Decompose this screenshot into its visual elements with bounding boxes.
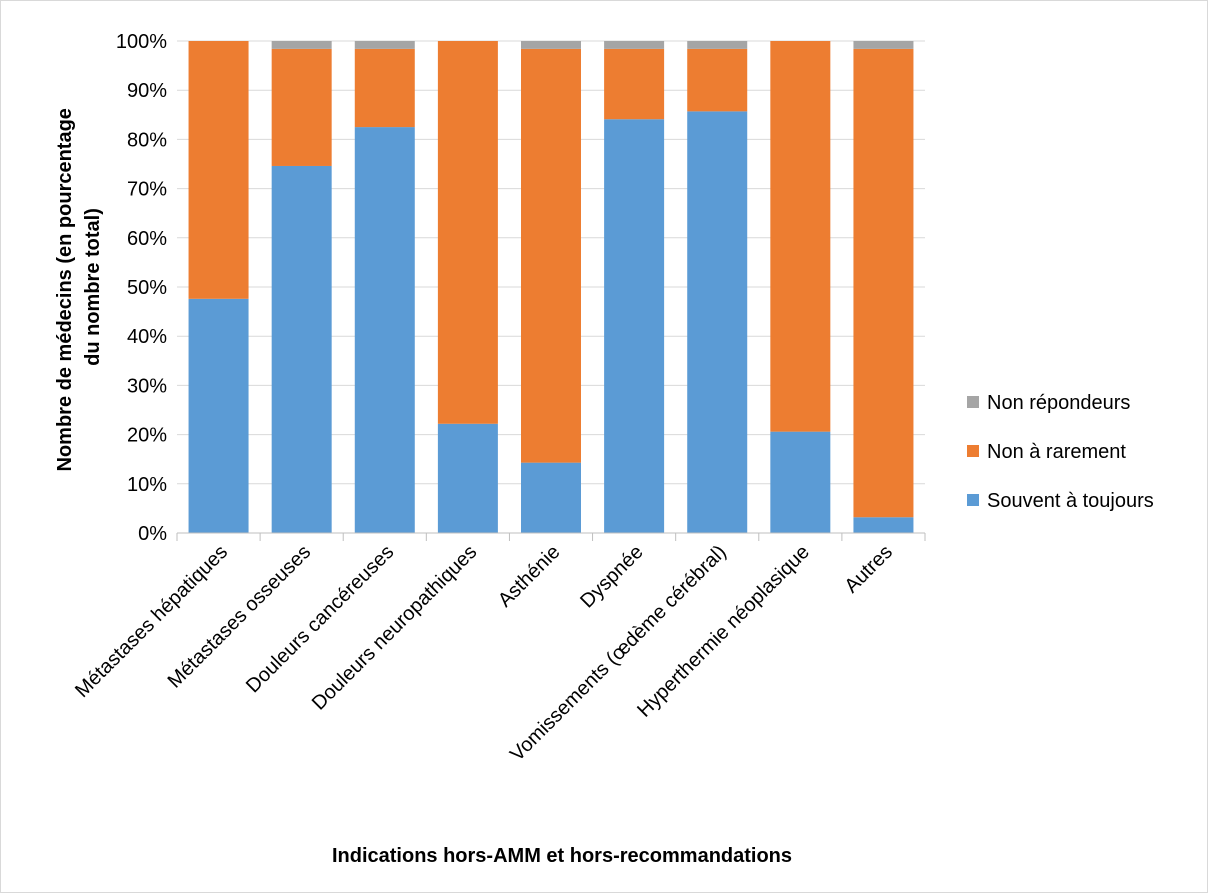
bar-segment xyxy=(604,41,665,49)
y-tick-label: 50% xyxy=(127,277,167,299)
y-tick-label: 90% xyxy=(127,80,167,102)
bar-segment xyxy=(437,41,498,424)
y-tick-label: 70% xyxy=(127,179,167,201)
y-axis-title-line-2: du nombre total) xyxy=(82,208,104,366)
bar-segment xyxy=(188,298,249,533)
y-tick-label: 80% xyxy=(127,129,167,151)
bar-segment xyxy=(687,41,748,49)
y-tick-label: 100% xyxy=(116,31,167,53)
y-tick-labels: 0% 10% 20% 30% 40% 50% 60% 70% 80% 90% 100% xyxy=(116,31,167,545)
bar-segment xyxy=(521,462,581,533)
bar-segment xyxy=(687,48,748,112)
y-tick-label: 10% xyxy=(127,474,167,496)
x-category-label: Métastases hépatiques xyxy=(71,541,232,702)
y-tick-label: 20% xyxy=(127,425,167,447)
bar-segment xyxy=(853,517,914,533)
bar-segment xyxy=(604,119,665,533)
bar-segment xyxy=(687,111,748,533)
bar-segment xyxy=(770,41,831,432)
legend-swatch xyxy=(967,494,979,506)
x-category-label: Douleurs neuropathiques xyxy=(308,541,482,715)
x-category-label: Douleurs cancéreuses xyxy=(242,541,398,697)
legend-label: Souvent à toujours xyxy=(987,490,1154,512)
y-tick-label: 30% xyxy=(127,375,167,397)
legend-label: Non répondeurs xyxy=(987,392,1130,414)
bar-segment xyxy=(188,41,249,299)
y-tick-label: 40% xyxy=(127,326,167,348)
bar-segment xyxy=(271,48,332,166)
y-tick-label: 0% xyxy=(138,523,167,545)
bar-segment xyxy=(271,165,332,533)
bar-segment xyxy=(853,48,914,518)
legend: Non répondeurs Non à rarement Souvent à to… xyxy=(967,392,1154,512)
bar-segment xyxy=(354,48,415,128)
legend-label: Non à rarement xyxy=(987,441,1126,463)
bar-segment xyxy=(437,423,498,533)
bar-segment xyxy=(521,41,581,49)
y-tick-label: 60% xyxy=(127,228,167,250)
axes xyxy=(176,532,926,541)
bar-segment xyxy=(354,41,415,49)
y-axis-title: Nombre de médecins (en pourcentage du no… xyxy=(54,103,104,472)
x-category-label: Dyspnée xyxy=(576,541,647,612)
bar-segment xyxy=(521,48,581,463)
legend-swatch xyxy=(967,396,979,408)
x-axis-title: Indications hors-AMM et hors-recommandat… xyxy=(332,845,792,867)
x-category-label: Hyperthermie néoplasique xyxy=(633,541,814,722)
bar-segment xyxy=(853,41,914,49)
bar-segment xyxy=(271,41,332,49)
bar-segment xyxy=(770,431,831,533)
y-axis-title-line-1: Nombre de médecins (en pourcentage xyxy=(54,108,76,471)
bar-segment xyxy=(354,127,415,533)
bar-segment xyxy=(604,48,665,120)
legend-swatch xyxy=(967,445,979,457)
bars xyxy=(188,41,914,533)
x-category-label: Métastases osseuses xyxy=(164,541,316,693)
x-category-label: Asthénie xyxy=(494,541,565,612)
x-category-label: Autres xyxy=(841,541,897,597)
